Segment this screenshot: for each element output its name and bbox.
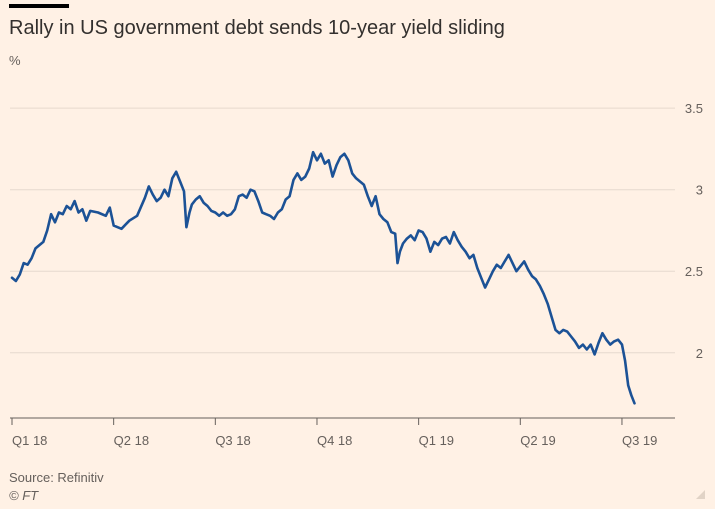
x-tick-label: Q3 18 [215, 433, 250, 448]
y-tick-label: 2 [696, 346, 703, 361]
x-tick-label: Q1 18 [12, 433, 47, 448]
x-tick-label: Q1 19 [419, 433, 454, 448]
resize-corner-icon [696, 490, 705, 499]
y-tick-label: 3.5 [685, 101, 703, 116]
x-axis-ticks: Q1 18 Q2 18 Q3 18 Q4 18 Q1 19 Q2 19 Q3 19 [11, 418, 657, 448]
x-tick-label: Q4 18 [317, 433, 352, 448]
y-tick-label: 3 [696, 183, 703, 198]
series-group [10, 150, 636, 405]
x-tick-label: Q2 19 [520, 433, 555, 448]
y-axis-unit-label: % [9, 53, 21, 68]
series-line-us-10-year-yield [10, 150, 636, 405]
header-rule [9, 4, 69, 8]
source-note: Source: Refinitiv [9, 470, 104, 485]
copyright-note: © FT [9, 488, 39, 503]
x-tick-label: Q3 19 [622, 433, 657, 448]
y-tick-label: 2.5 [685, 264, 703, 279]
gridlines [10, 107, 675, 419]
chart-title: Rally in US government debt sends 10-yea… [9, 17, 505, 39]
x-tick-label: Q2 18 [114, 433, 149, 448]
y-axis-ticks: 2 2.5 3 3.5 [685, 101, 703, 361]
